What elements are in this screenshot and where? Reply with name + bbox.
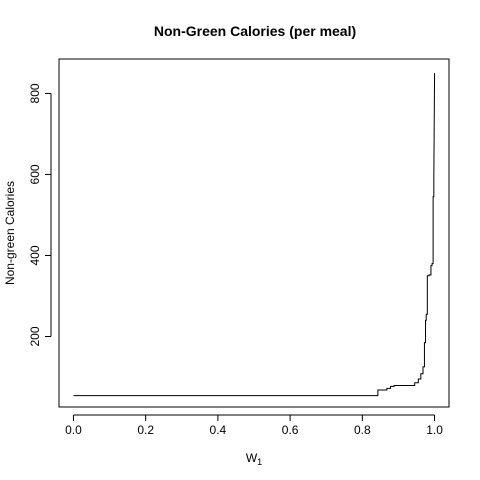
y-tick-label: 600 [28, 164, 42, 184]
x-tick-label: 1.0 [426, 423, 443, 437]
x-tick-label: 0.2 [137, 423, 154, 437]
y-tick-label: 400 [28, 245, 42, 265]
x-axis-label-main: W [246, 451, 258, 465]
x-tick-label: 0.8 [354, 423, 371, 437]
y-axis: 200 400 600 800 [28, 83, 52, 347]
plot-frame [58, 58, 450, 408]
y-tick-label: 200 [28, 326, 42, 346]
x-tick-label: 0.0 [65, 423, 82, 437]
chart-title: Non-Green Calories (per meal) [154, 23, 356, 39]
x-axis-label: W1 [246, 451, 262, 467]
series-line [73, 73, 436, 397]
x-axis: 0.0 0.2 0.4 0.6 0.8 1.0 [65, 414, 443, 437]
x-axis-label-subscript: 1 [257, 457, 262, 467]
x-tick-label: 0.6 [282, 423, 299, 437]
plot-area [73, 73, 436, 397]
y-tick-label: 800 [28, 83, 42, 103]
y-axis-label: Non-green Calories [3, 181, 17, 285]
x-tick-label: 0.4 [210, 423, 227, 437]
